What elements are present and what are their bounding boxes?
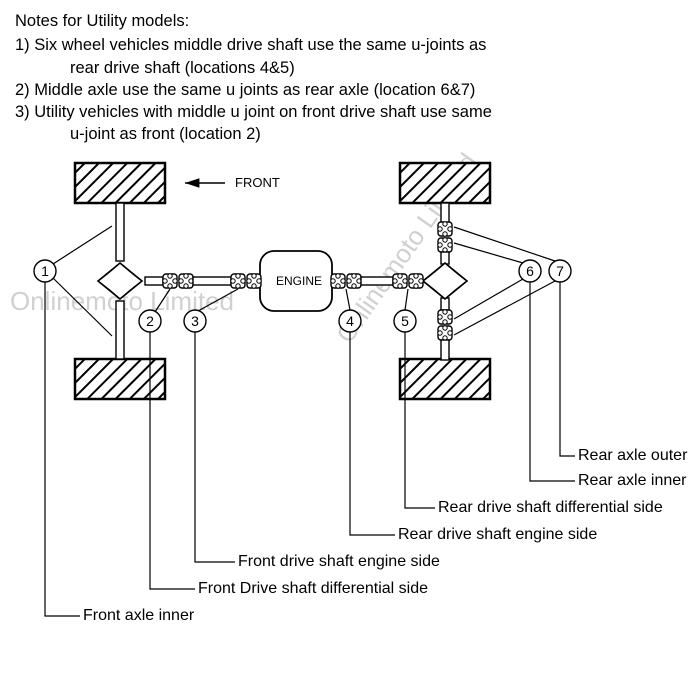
note-3: 3) Utility vehicles with middle u joint …: [15, 101, 685, 123]
front-differential: [98, 263, 142, 299]
notes-title: Notes for Utility models:: [15, 10, 685, 32]
note-1-cont: rear drive shaft (locations 4&5): [70, 57, 685, 79]
ujoint-loc5: [393, 273, 407, 287]
ujoint-loc3: [231, 273, 245, 287]
label-7: Rear axle outer: [578, 447, 687, 465]
num-6: 6: [526, 263, 534, 279]
engine-label: ENGINE: [276, 274, 322, 288]
num-2: 2: [146, 313, 154, 329]
tire-front-right: [75, 359, 165, 399]
ujoint-rear-axle-bot-inner: [438, 309, 452, 323]
num-1: 1: [41, 263, 49, 279]
ujoint-loc5b: [409, 273, 423, 287]
ujoint-rear-axle-bot-outer: [438, 325, 452, 339]
num-7: 7: [556, 263, 564, 279]
diagram: Onlinemoto Limited Onlinemoto Limited: [0, 151, 700, 691]
label-6: Rear axle inner: [578, 472, 687, 490]
ujoint-rear-axle-top-inner: [438, 237, 452, 251]
rear-differential: [423, 263, 467, 299]
label-2: Front Drive shaft differential side: [198, 580, 428, 598]
label-5: Rear drive shaft differential side: [438, 499, 663, 517]
front-axle-shaft-bot: [116, 301, 124, 359]
ujoint-loc3b: [247, 273, 261, 287]
front-label: FRONT: [235, 175, 280, 190]
label-4: Rear drive shaft engine side: [398, 526, 597, 544]
num-3: 3: [191, 313, 199, 329]
ujoint-loc2b: [179, 273, 193, 287]
tire-rear-left: [400, 163, 490, 203]
label-3: Front drive shaft engine side: [238, 553, 440, 571]
num-5: 5: [401, 313, 409, 329]
tire-rear-right: [400, 359, 490, 399]
ujoint-loc4: [331, 273, 345, 287]
num-4: 4: [346, 313, 354, 329]
notes-block: Notes for Utility models: 1) Six wheel v…: [0, 0, 700, 151]
note-2: 2) Middle axle use the same u joints as …: [15, 79, 685, 101]
label-1: Front axle inner: [83, 607, 194, 625]
ujoint-rear-axle-top-outer: [438, 221, 452, 235]
ujoint-loc4b: [347, 273, 361, 287]
ujoint-loc2: [163, 273, 177, 287]
tire-front-left: [75, 163, 165, 203]
note-1: 1) Six wheel vehicles middle drive shaft…: [15, 34, 685, 56]
front-axle-shaft-top: [116, 203, 124, 261]
note-3-cont: u-joint as front (location 2): [70, 123, 685, 145]
